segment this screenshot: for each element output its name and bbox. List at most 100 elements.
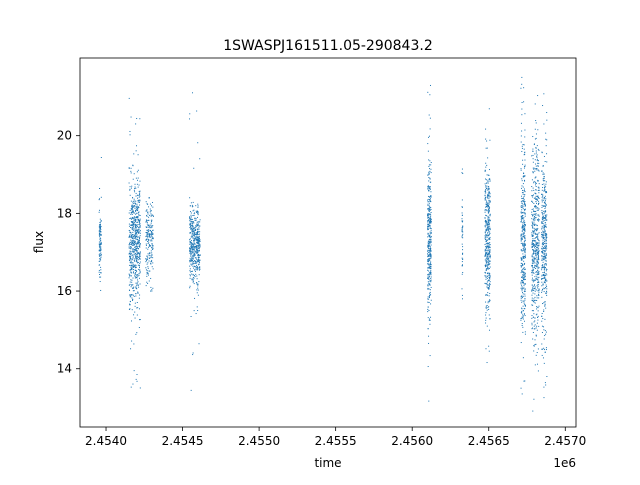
data-point-cluster-3 xyxy=(189,287,191,289)
data-point-cluster-9 xyxy=(545,198,547,200)
data-point-cluster-8 xyxy=(533,231,535,233)
data-point-cluster-8 xyxy=(533,325,535,327)
data-point-cluster-7 xyxy=(522,144,524,146)
data-point-cluster-7 xyxy=(522,268,524,270)
data-point-cluster-4 xyxy=(429,272,431,274)
data-point-cluster-3 xyxy=(195,229,197,231)
data-point-cluster-1 xyxy=(132,298,134,300)
data-point-cluster-6 xyxy=(484,250,486,252)
data-point-cluster-7 xyxy=(524,293,526,295)
x-tick-label: 2.4570 xyxy=(544,434,586,448)
data-point-cluster-6 xyxy=(489,256,491,258)
data-point-cluster-6 xyxy=(486,245,488,247)
data-point-cluster-6 xyxy=(485,206,487,208)
data-point-cluster-7 xyxy=(520,235,522,237)
data-point-cluster-3 xyxy=(197,236,199,238)
data-point-cluster-1 xyxy=(139,258,141,260)
data-point-cluster-8 xyxy=(532,238,534,240)
data-point-cluster-9 xyxy=(545,206,547,208)
data-point-cluster-3 xyxy=(191,270,193,272)
data-point-cluster-8 xyxy=(532,239,534,241)
data-point-cluster-0 xyxy=(100,242,102,244)
data-point-cluster-7 xyxy=(524,252,526,254)
data-point-cluster-8 xyxy=(531,277,533,279)
data-point-cluster-1 xyxy=(132,222,134,224)
data-point-cluster-8 xyxy=(533,280,535,282)
data-point-cluster-1 xyxy=(134,200,136,202)
data-point-cluster-9 xyxy=(543,275,545,277)
data-point-cluster-1 xyxy=(134,274,136,276)
data-point-cluster-1 xyxy=(139,193,141,195)
data-point-cluster-8 xyxy=(534,296,536,298)
data-point-cluster-1 xyxy=(137,212,139,214)
data-point-cluster-1 xyxy=(139,204,141,206)
data-point-cluster-8 xyxy=(534,288,536,290)
data-point-cluster-3 xyxy=(197,213,199,215)
data-point-cluster-0 xyxy=(98,199,100,201)
data-point-cluster-0 xyxy=(98,258,100,260)
data-point-cluster-4 xyxy=(428,273,429,275)
data-point-cluster-6 xyxy=(488,203,490,205)
data-point-cluster-8 xyxy=(537,278,539,280)
data-point-cluster-3 xyxy=(191,258,193,260)
data-point-cluster-1 xyxy=(137,231,139,233)
data-point-cluster-8 xyxy=(536,198,538,200)
data-point-cluster-6 xyxy=(487,242,489,244)
data-point-cluster-4 xyxy=(428,173,430,175)
data-point-cluster-7 xyxy=(522,300,524,302)
data-point-cluster-1 xyxy=(137,307,139,309)
data-point-cluster-1 xyxy=(136,270,138,272)
data-point-cluster-7 xyxy=(523,313,525,315)
data-point-cluster-8 xyxy=(535,198,537,200)
data-point-cluster-6 xyxy=(489,273,491,275)
data-point-cluster-8 xyxy=(538,256,540,258)
data-point-cluster-8 xyxy=(533,253,535,255)
data-point-cluster-8 xyxy=(531,211,533,213)
data-point-cluster-1 xyxy=(131,208,133,210)
data-point-cluster-8 xyxy=(536,209,538,211)
data-point-cluster-7 xyxy=(524,215,526,217)
data-point-cluster-3 xyxy=(197,251,199,253)
data-point-cluster-8 xyxy=(535,120,537,122)
data-point-cluster-4 xyxy=(428,301,430,303)
data-point-cluster-7 xyxy=(521,130,523,132)
data-point-cluster-2 xyxy=(148,244,150,246)
data-point-cluster-6 xyxy=(486,242,488,244)
data-point-cluster-9 xyxy=(541,275,543,277)
data-point-cluster-8 xyxy=(536,308,538,310)
data-point-cluster-9 xyxy=(545,240,547,242)
data-point-cluster-8 xyxy=(531,195,533,197)
data-point-cluster-1 xyxy=(134,236,136,238)
data-point-cluster-7 xyxy=(524,275,526,277)
data-point-cluster-8 xyxy=(537,259,539,261)
data-point-cluster-2 xyxy=(152,206,154,208)
data-point-cluster-8 xyxy=(533,143,535,145)
data-point-cluster-2 xyxy=(150,286,152,288)
data-point-cluster-2 xyxy=(149,252,151,254)
data-point-cluster-2 xyxy=(145,226,147,228)
data-point-cluster-3 xyxy=(198,236,200,238)
data-point-cluster-8 xyxy=(537,348,539,350)
data-point-cluster-3 xyxy=(194,254,196,256)
data-point-cluster-0 xyxy=(100,269,102,271)
data-point-cluster-3 xyxy=(195,226,197,228)
data-point-cluster-8 xyxy=(532,331,534,333)
data-point-cluster-4 xyxy=(430,278,432,280)
data-point-cluster-7 xyxy=(524,289,526,291)
data-point-cluster-2 xyxy=(146,273,148,275)
data-point-cluster-3 xyxy=(195,266,197,268)
data-point-cluster-6 xyxy=(488,194,490,196)
data-point-cluster-1 xyxy=(132,250,134,252)
data-point-cluster-2 xyxy=(148,245,150,247)
data-point-cluster-6 xyxy=(487,226,489,228)
data-point-cluster-1 xyxy=(132,224,134,226)
data-point-cluster-8 xyxy=(532,242,534,244)
data-point-cluster-7 xyxy=(523,200,525,202)
data-point-cluster-0 xyxy=(100,289,102,291)
data-point-cluster-2 xyxy=(145,243,147,245)
data-point-cluster-9 xyxy=(542,230,544,232)
data-point-cluster-1 xyxy=(135,238,137,240)
data-point-cluster-3 xyxy=(192,215,194,217)
data-point-cluster-1 xyxy=(139,221,141,223)
data-point-cluster-3 xyxy=(196,306,198,308)
